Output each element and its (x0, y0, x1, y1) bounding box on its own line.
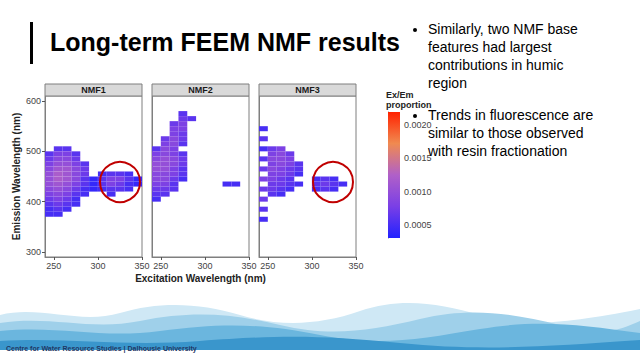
html-text:Trends in fluorescence are sim: Trends in fluorescence are similar to th… (428, 107, 594, 159)
svg-text:400: 400 (26, 197, 41, 207)
html-text:Centre for Water Resource Stud: Centre for Water Resource Studies | Dalh… (6, 345, 197, 352)
svg-text:300: 300 (197, 261, 212, 271)
html-text:Similarly, two NMF base featur: Similarly, two NMF base features had lar… (428, 21, 578, 91)
svg-text:600: 600 (26, 96, 41, 106)
svg-text:300: 300 (304, 261, 319, 271)
svg-text:0.0010: 0.0010 (404, 187, 432, 197)
svg-text:NMF1: NMF1 (81, 85, 106, 95)
svg-text:350: 350 (134, 261, 149, 271)
svg-text:350: 350 (241, 261, 256, 271)
svg-text:NMF2: NMF2 (188, 85, 213, 95)
svg-text:Excitation Wavelength (nm): Excitation Wavelength (nm) (135, 273, 266, 284)
html-text:Ex/Em proportion: Ex/Em proportion (386, 90, 432, 110)
svg-text:350: 350 (348, 261, 363, 271)
svg-text:300: 300 (90, 261, 105, 271)
svg-text:0.0015: 0.0015 (404, 153, 432, 163)
svg-text:Emission Wavelength (nm): Emission Wavelength (nm) (11, 113, 22, 240)
svg-text:250: 250 (153, 261, 168, 271)
svg-text:500: 500 (26, 146, 41, 156)
svg-text:0.0005: 0.0005 (404, 220, 432, 230)
svg-text:NMF3: NMF3 (295, 85, 320, 95)
svg-text:0.0020: 0.0020 (404, 120, 432, 130)
svg-text:250: 250 (260, 261, 275, 271)
svg-text:250: 250 (46, 261, 61, 271)
html-text:Long-term FEEM NMF results: Long-term FEEM NMF results (50, 28, 400, 56)
svg-text:300: 300 (26, 247, 41, 257)
